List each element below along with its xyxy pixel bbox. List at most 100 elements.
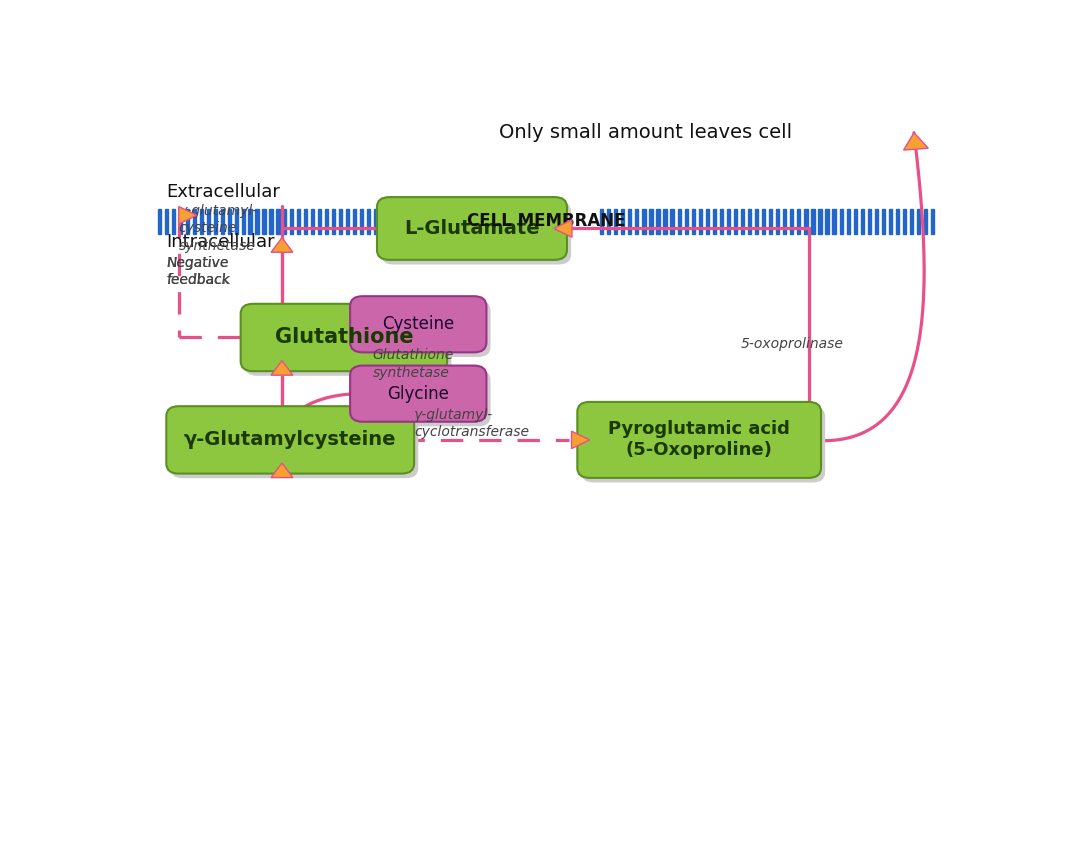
Bar (889, 209, 892, 234)
Bar (270, 209, 273, 234)
Bar (846, 209, 850, 234)
Bar (235, 209, 238, 234)
Bar (903, 209, 906, 234)
Text: Glutathione
synthetase: Glutathione synthetase (373, 348, 454, 379)
Bar (185, 209, 189, 234)
Bar (628, 209, 631, 234)
Bar (797, 209, 801, 234)
Bar (436, 209, 439, 234)
Text: Extracellular: Extracellular (166, 183, 280, 201)
Bar (165, 209, 168, 234)
Bar (256, 209, 259, 234)
FancyBboxPatch shape (581, 407, 825, 482)
Bar (450, 209, 453, 234)
Bar (318, 209, 321, 234)
Text: L-Glutamate: L-Glutamate (404, 219, 539, 238)
Bar (621, 209, 625, 234)
Bar (643, 209, 646, 234)
Bar (402, 209, 405, 234)
Bar (297, 209, 301, 234)
Bar (657, 209, 660, 234)
Bar (422, 209, 425, 234)
Text: CELL MEMBRANE: CELL MEMBRANE (467, 212, 626, 230)
Bar (290, 209, 293, 234)
Bar (339, 209, 342, 234)
Text: γ-Glutamylcysteine: γ-Glutamylcysteine (184, 431, 397, 450)
Bar (769, 209, 773, 234)
FancyBboxPatch shape (578, 402, 821, 478)
FancyBboxPatch shape (245, 308, 451, 376)
Text: Only small amount leaves cell: Only small amount leaves cell (499, 124, 792, 142)
Bar (614, 209, 617, 234)
Text: Pyroglutamic acid
(5-Oxoproline): Pyroglutamic acid (5-Oxoproline) (609, 420, 790, 459)
Bar (663, 209, 666, 234)
FancyBboxPatch shape (171, 411, 418, 478)
Bar (882, 209, 885, 234)
Bar (430, 209, 433, 234)
Bar (833, 209, 836, 234)
Text: Negative
feedback: Negative feedback (166, 256, 230, 287)
Bar (443, 209, 447, 234)
Bar (755, 209, 758, 234)
Bar (360, 209, 364, 234)
Bar (917, 209, 920, 234)
Bar (784, 209, 787, 234)
Bar (471, 209, 474, 234)
Polygon shape (179, 207, 197, 224)
Bar (221, 209, 224, 234)
Text: Intracellular: Intracellular (166, 233, 275, 251)
Bar (811, 209, 814, 234)
Bar (776, 209, 779, 234)
Bar (727, 209, 730, 234)
Bar (416, 209, 419, 234)
FancyBboxPatch shape (350, 366, 486, 422)
Bar (199, 209, 203, 234)
Text: γ-glutamyl-
cysteine
synthetase: γ-glutamyl- cysteine synthetase (179, 204, 258, 253)
Bar (353, 209, 356, 234)
Polygon shape (904, 133, 928, 150)
Bar (262, 209, 265, 234)
Bar (649, 209, 652, 234)
Bar (284, 209, 287, 234)
Text: Glycine: Glycine (387, 384, 449, 402)
Bar (698, 209, 701, 234)
Bar (840, 209, 843, 234)
Bar (910, 209, 914, 234)
Bar (374, 209, 377, 234)
Bar (158, 209, 161, 234)
Bar (819, 209, 822, 234)
Bar (825, 209, 828, 234)
Bar (408, 209, 411, 234)
Text: Glutathione: Glutathione (275, 328, 414, 347)
Bar (478, 209, 481, 234)
Bar (692, 209, 695, 234)
FancyBboxPatch shape (381, 202, 571, 264)
Bar (381, 209, 384, 234)
FancyBboxPatch shape (166, 406, 414, 474)
Polygon shape (553, 220, 572, 237)
Bar (457, 209, 461, 234)
Bar (875, 209, 878, 234)
Bar (762, 209, 765, 234)
Bar (345, 209, 349, 234)
Bar (464, 209, 467, 234)
Polygon shape (571, 432, 589, 449)
Bar (325, 209, 328, 234)
Bar (805, 209, 808, 234)
FancyBboxPatch shape (354, 301, 490, 357)
Bar (485, 209, 488, 234)
FancyBboxPatch shape (350, 296, 486, 353)
Bar (193, 209, 196, 234)
Bar (924, 209, 927, 234)
Polygon shape (271, 360, 293, 375)
Bar (733, 209, 737, 234)
Bar (741, 209, 744, 234)
Text: Cysteine: Cysteine (382, 315, 454, 333)
Bar (854, 209, 857, 234)
Bar (706, 209, 709, 234)
Text: Negative
feedback: Negative feedback (166, 256, 230, 287)
Bar (868, 209, 871, 234)
Bar (304, 209, 307, 234)
FancyBboxPatch shape (354, 370, 490, 426)
Polygon shape (271, 463, 293, 478)
